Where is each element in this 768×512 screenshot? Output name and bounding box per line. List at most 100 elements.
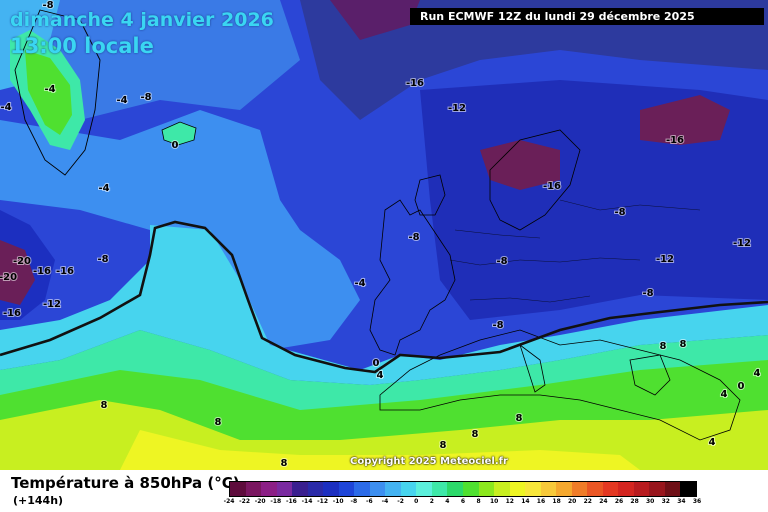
legend-tick: 6 xyxy=(460,498,466,505)
legend-swatch xyxy=(323,482,339,496)
greenland-sea-region xyxy=(30,0,300,120)
isotherm-label: -8 xyxy=(408,232,419,243)
legend-swatch xyxy=(416,482,432,496)
isotherm-label: 8 xyxy=(281,458,288,469)
british-isles-coastline xyxy=(414,174,446,216)
west-extreme-cold-core xyxy=(0,240,35,305)
legend-swatch xyxy=(447,482,463,496)
country-borders xyxy=(449,199,701,303)
isotherm-label: 8 xyxy=(660,341,667,352)
isotherm-label: -16 xyxy=(33,266,51,277)
legend-tick: 16 xyxy=(536,498,546,505)
legend-swatch xyxy=(649,482,665,496)
balkans-coastline xyxy=(629,354,671,396)
scandinavia-extreme-core xyxy=(480,140,560,190)
isotherm-label: 4 xyxy=(377,370,384,381)
legend-swatch xyxy=(245,482,262,496)
isotherm-label: 8 xyxy=(472,429,479,440)
isotherm-label: -20 xyxy=(0,272,17,283)
legend-swatch xyxy=(385,482,401,496)
isotherm-label: 8 xyxy=(440,440,447,451)
legend-tick: 28 xyxy=(630,498,639,505)
legend-swatch xyxy=(540,482,557,496)
legend-tick: -4 xyxy=(381,498,389,505)
legend-tick: 8 xyxy=(476,498,481,505)
legend-swatch xyxy=(664,482,681,496)
isotherm-label: -4 xyxy=(116,95,127,106)
isotherm-label: -4 xyxy=(98,183,109,194)
legend-tick: 2 xyxy=(429,498,434,505)
isotherm-label: 8 xyxy=(101,400,108,411)
warmest-band-south xyxy=(120,430,640,470)
isotherm-label: -8 xyxy=(492,320,503,331)
legend-tick: 0 xyxy=(414,498,419,505)
map-footer: Température à 850hPa (°C) (+144h) -24 -22… xyxy=(0,470,768,512)
scandinavia-coastline xyxy=(489,129,581,231)
copyright-text: Copyright 2025 Meteociel.fr xyxy=(350,456,508,467)
legend-tick: -6 xyxy=(366,498,373,505)
legend-swatch xyxy=(556,482,572,496)
legend-tick: 36 xyxy=(692,498,702,505)
forecast-date: dimanche 4 janvier 2026 xyxy=(10,9,274,31)
isotherm-label: -8 xyxy=(642,288,653,299)
isotherm-label: 8 xyxy=(516,413,523,424)
legend-tick: -16 xyxy=(285,498,297,505)
isotherm-label: -8 xyxy=(140,92,151,103)
legend-tick: 14 xyxy=(521,498,530,505)
isotherm-label: -12 xyxy=(733,238,751,249)
legend-swatch xyxy=(307,482,324,496)
isotherm-label: -4 xyxy=(354,278,365,289)
isotherm-label: 4 xyxy=(754,368,761,379)
legend-swatch xyxy=(633,482,650,496)
zero-degree-isotherm xyxy=(0,220,768,374)
isotherm-label: 0 xyxy=(738,381,745,392)
iceland-landmass xyxy=(161,121,197,146)
legend-swatch xyxy=(431,482,448,496)
legend-tick: 30 xyxy=(646,498,655,505)
legend-tick: 34 xyxy=(677,498,686,505)
legend-tick: -14 xyxy=(301,498,313,505)
legend-tick: 24 xyxy=(599,498,608,505)
isotherm-label: -4 xyxy=(0,102,11,113)
legend-swatch xyxy=(587,482,603,496)
lead-time: (+144h) xyxy=(13,494,64,507)
isotherm-label: -4 xyxy=(44,84,55,95)
legend-swatch xyxy=(354,482,370,496)
isotherm-label: -8 xyxy=(496,256,507,267)
legend-tick: -18 xyxy=(270,498,282,505)
isotherm-label: -16 xyxy=(406,78,424,89)
legend-swatch xyxy=(400,482,417,496)
legend-swatch xyxy=(494,482,510,496)
legend-swatch xyxy=(276,482,293,496)
isotherm-label: -16 xyxy=(3,308,21,319)
legend-swatch xyxy=(618,482,634,496)
legend-tick: 10 xyxy=(490,498,499,505)
greenland-coastline xyxy=(14,9,101,176)
isotherm-label: -8 xyxy=(97,254,108,265)
isotherm-label: -8 xyxy=(614,207,625,218)
legend-tick: -20 xyxy=(254,498,266,505)
legend-tick: -12 xyxy=(317,498,329,505)
legend-swatch xyxy=(369,482,386,496)
legend-swatch xyxy=(680,482,696,496)
legend-tick-labels: -24 -22 -20 -18 -16 -14 -12 -10 -8 -6 -4 -2 0 2 4 6 8 10 1… xyxy=(224,497,702,506)
legend-tick: 26 xyxy=(614,498,624,505)
isotherm-label: 8 xyxy=(680,339,687,350)
map-canvas: -8 -4 -4 -4 -8 0 -4 -16 -12 -16 -16 -8 -12 -8 -8 -12 -8 -… xyxy=(0,0,768,470)
legend-swatch xyxy=(571,482,588,496)
isotherm-label: -16 xyxy=(666,135,684,146)
mild-transition-band xyxy=(0,225,768,385)
italy-coastline xyxy=(519,343,546,393)
isotherm-label: -12 xyxy=(656,254,674,265)
isotherm-label: -20 xyxy=(13,256,31,267)
isotherm-label: 0 xyxy=(172,140,179,151)
isotherm-labels: -8 -4 -4 -4 -8 0 -4 -16 -12 -16 -16 -8 -12 -8 -8 -12 -8 -… xyxy=(0,0,762,470)
legend-swatches xyxy=(229,481,697,497)
forecast-time: 13:00 locale xyxy=(10,34,154,58)
isotherm-label: -12 xyxy=(448,103,466,114)
russia-extreme-core xyxy=(640,95,730,145)
legend-swatch xyxy=(602,482,619,496)
legend-tick: 18 xyxy=(552,498,561,505)
extreme-cold-core-north xyxy=(330,0,420,40)
isotherm-label: -16 xyxy=(543,181,561,192)
